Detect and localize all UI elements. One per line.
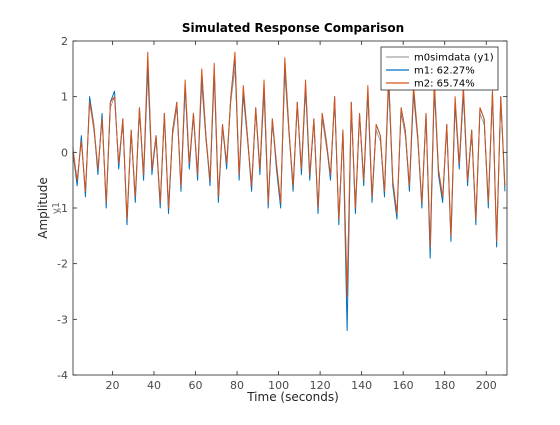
legend-label-3: m2: 65.74% — [414, 79, 475, 90]
x-tick-label: 200 — [476, 379, 497, 392]
y-tick-label: -3 — [57, 313, 68, 326]
series-line-3 — [72, 51, 506, 298]
y-tick-label: -1 — [57, 202, 68, 215]
x-tick-label: 80 — [230, 379, 244, 392]
x-tick-label: 100 — [268, 379, 289, 392]
y-tick-label: 1 — [61, 91, 68, 104]
y-axis-label: Amplitude — [36, 177, 50, 239]
x-tick-label: 60 — [189, 379, 203, 392]
x-tick-label: 140 — [351, 379, 372, 392]
x-tick-label: 40 — [147, 379, 161, 392]
ticks: 20 40 60 80 100 120 140 160 180 200 -4 -3 -2 -1 0 1 2 — [57, 35, 507, 392]
y-axis-sublabel: y1 — [51, 202, 62, 214]
legend: m0simdata (y1) m1: 62.27% m2: 65.74% — [380, 46, 499, 91]
x-tick-label: 180 — [434, 379, 455, 392]
data-lines — [72, 51, 506, 331]
axes-frame — [72, 40, 508, 376]
y-tick-label: 0 — [61, 146, 68, 159]
y-tick-label: -2 — [57, 258, 68, 271]
legend-label-2: m1: 62.27% — [414, 66, 475, 77]
y-tick-label: -4 — [57, 369, 68, 382]
plot-area-border — [72, 40, 508, 376]
legend-label-1: m0simdata (y1) — [414, 53, 494, 64]
series-line-2 — [72, 57, 506, 331]
x-axis-label: Time (seconds) — [246, 390, 339, 404]
x-tick-label: 160 — [393, 379, 414, 392]
x-tick-label: 20 — [105, 379, 119, 392]
x-tick-label: 120 — [310, 379, 331, 392]
y-tick-label: 2 — [61, 35, 68, 48]
chart-title: Simulated Response Comparison — [182, 21, 404, 35]
